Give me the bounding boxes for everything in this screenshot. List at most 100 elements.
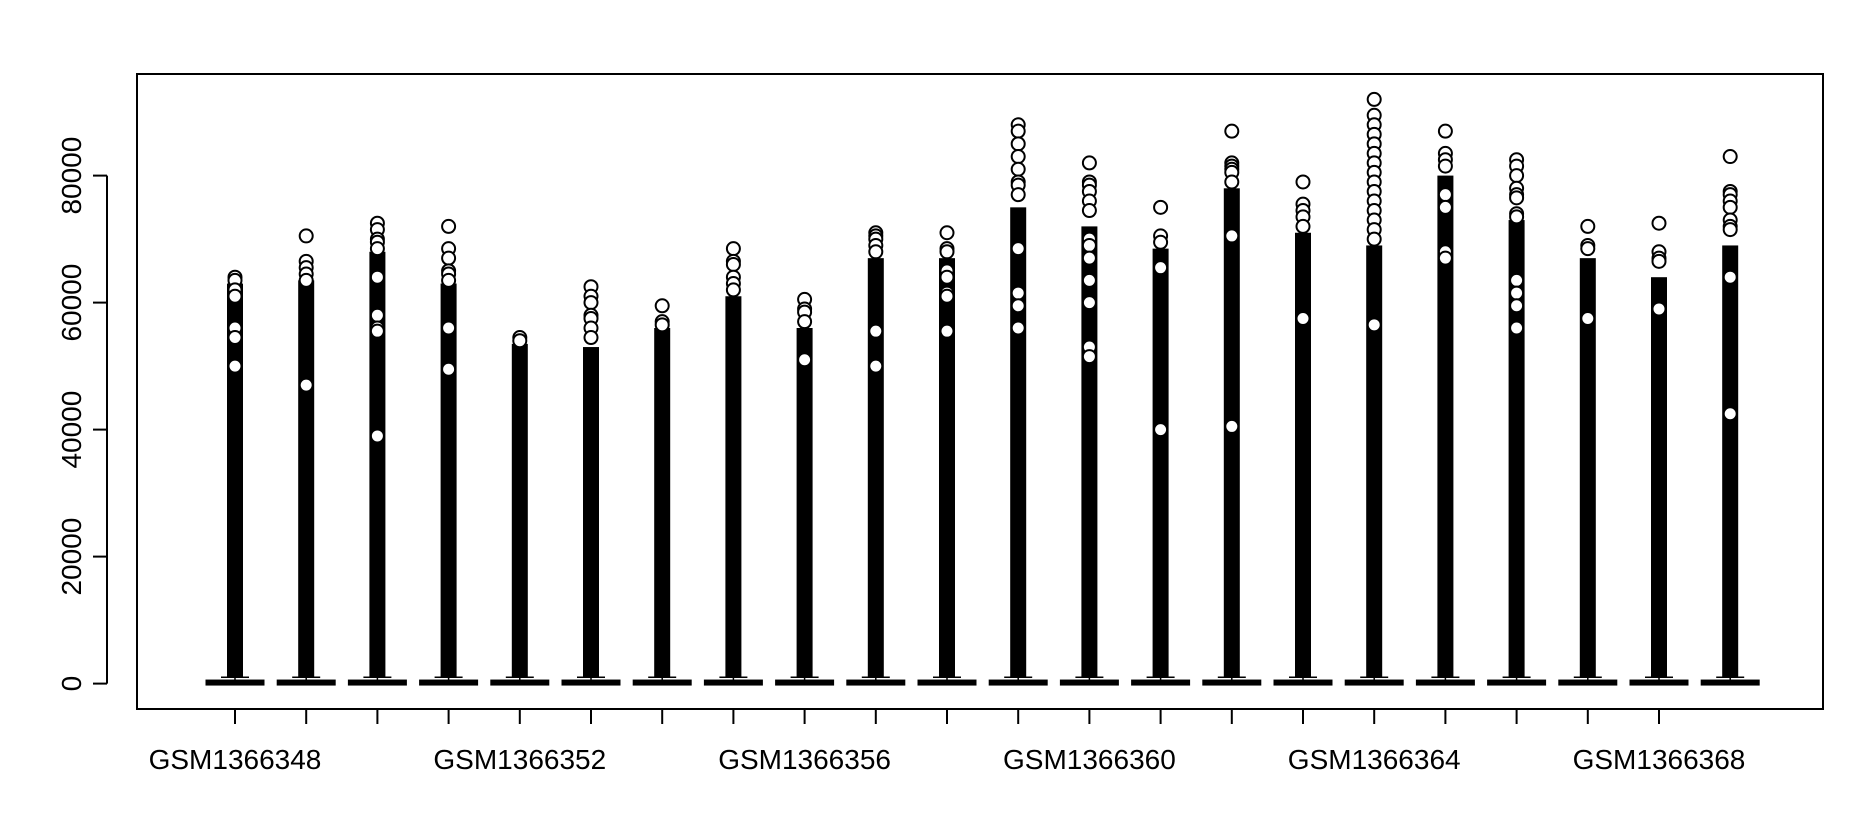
outlier-point	[1509, 190, 1525, 206]
outlier-point	[1437, 250, 1453, 266]
box-GSM1366353	[561, 279, 621, 686]
outlier-point	[1010, 241, 1026, 257]
outlier-point	[939, 269, 955, 285]
outlier-point	[1010, 285, 1026, 301]
outlier-point	[369, 428, 385, 444]
outlier-band	[227, 283, 243, 678]
outlier-point	[1010, 123, 1026, 139]
outlier-point	[725, 257, 741, 272]
outlier-point	[654, 317, 670, 333]
outlier-band	[1366, 245, 1383, 678]
box-GSM1366350	[347, 215, 407, 686]
outlier-point	[512, 333, 528, 349]
outlier-point	[1295, 174, 1311, 190]
outlier-point	[1437, 123, 1453, 139]
outlier-point	[1580, 241, 1596, 257]
outlier-point	[868, 358, 884, 374]
x-tick-label: GSM1366368	[1573, 744, 1746, 775]
outlier-point	[1366, 231, 1382, 247]
x-tick-label: GSM1366348	[149, 744, 322, 775]
outlier-point	[369, 307, 385, 323]
outlier-point	[1010, 136, 1026, 152]
box-GSM1366355	[703, 241, 763, 686]
outlier-point	[1651, 215, 1667, 231]
outlier-band	[1081, 226, 1098, 678]
outlier-band	[440, 283, 457, 678]
box-GSM1366366	[1487, 152, 1547, 686]
outlier-point	[1580, 310, 1596, 326]
outlier-point	[725, 241, 741, 257]
outlier-point	[1509, 320, 1525, 336]
outlier-point	[797, 352, 813, 368]
outlier-point	[939, 225, 955, 241]
x-tick-label: GSM1366352	[433, 744, 606, 775]
outlier-point	[1081, 349, 1097, 365]
outlier-point	[939, 323, 955, 339]
outlier-point	[441, 320, 457, 336]
plot-frame	[136, 73, 1824, 710]
y-tick-label: 80000	[56, 137, 87, 215]
outlier-point	[1722, 406, 1738, 422]
y-tick-label: 0	[56, 676, 87, 692]
outlier-point	[1366, 91, 1382, 107]
box-GSM1366363	[1273, 174, 1333, 686]
outlier-band	[369, 251, 386, 678]
outlier-point	[1509, 298, 1525, 314]
outlier-point	[797, 314, 813, 330]
outlier-point	[1437, 158, 1453, 174]
outlier-point	[369, 241, 385, 257]
outlier-point	[1081, 155, 1097, 171]
box-GSM1366368	[1629, 215, 1689, 686]
outlier-band	[1152, 248, 1169, 678]
outlier-point	[1295, 218, 1311, 234]
x-axis: GSM1366348 GSM1366352 GSM1366356 GSM1366360…	[149, 708, 1746, 775]
outlier-point	[1651, 301, 1667, 317]
outlier-point	[1509, 285, 1525, 301]
outlier-band	[1651, 277, 1667, 678]
outlier-point	[725, 282, 741, 298]
y-axis: 0 20000 40000 60000 80000	[56, 137, 108, 692]
outlier-point	[1224, 228, 1240, 244]
outlier-point	[1010, 161, 1026, 177]
outlier-point	[298, 377, 314, 393]
y-tick-label: 40000	[56, 391, 87, 469]
outlier-point	[1081, 272, 1097, 288]
outlier-point	[441, 361, 457, 377]
outlier-point	[1010, 187, 1026, 203]
outlier-point	[1081, 250, 1097, 266]
box-GSM1366365	[1415, 123, 1475, 686]
box-GSM1366367	[1558, 218, 1618, 686]
outlier-point	[1010, 149, 1026, 165]
outlier-point	[1366, 317, 1382, 333]
outlier-point	[868, 323, 884, 339]
outlier-band	[583, 347, 599, 678]
outlier-band	[1010, 207, 1027, 678]
outlier-point	[1081, 203, 1097, 219]
outlier-point	[939, 244, 955, 260]
box-GSM1366359	[988, 117, 1048, 686]
outlier-band	[1295, 232, 1311, 678]
outlier-point	[1509, 168, 1525, 184]
outlier-band	[939, 258, 955, 678]
outlier-point	[1509, 272, 1525, 288]
x-tick-label: GSM1366356	[718, 744, 891, 775]
box-series	[205, 91, 1760, 686]
box-GSM1366352	[490, 330, 550, 686]
outlier-point	[1651, 253, 1667, 269]
x-tick-label: GSM1366364	[1288, 744, 1461, 775]
outlier-point	[1153, 422, 1169, 438]
box-GSM1366349	[276, 228, 336, 686]
outlier-point	[369, 269, 385, 285]
outlier-band	[654, 328, 671, 678]
outlier-point	[1437, 187, 1453, 203]
outlier-band	[796, 328, 813, 678]
outlier-point	[654, 298, 670, 314]
outlier-point	[1437, 199, 1453, 215]
outlier-point	[1153, 199, 1169, 215]
box-GSM1366348	[205, 269, 265, 686]
y-tick-label: 20000	[56, 518, 87, 596]
box-GSM1366360	[1059, 155, 1119, 686]
y-tick-label: 60000	[56, 264, 87, 342]
box-GSM1366362	[1202, 123, 1262, 686]
outlier-point	[1722, 222, 1738, 238]
